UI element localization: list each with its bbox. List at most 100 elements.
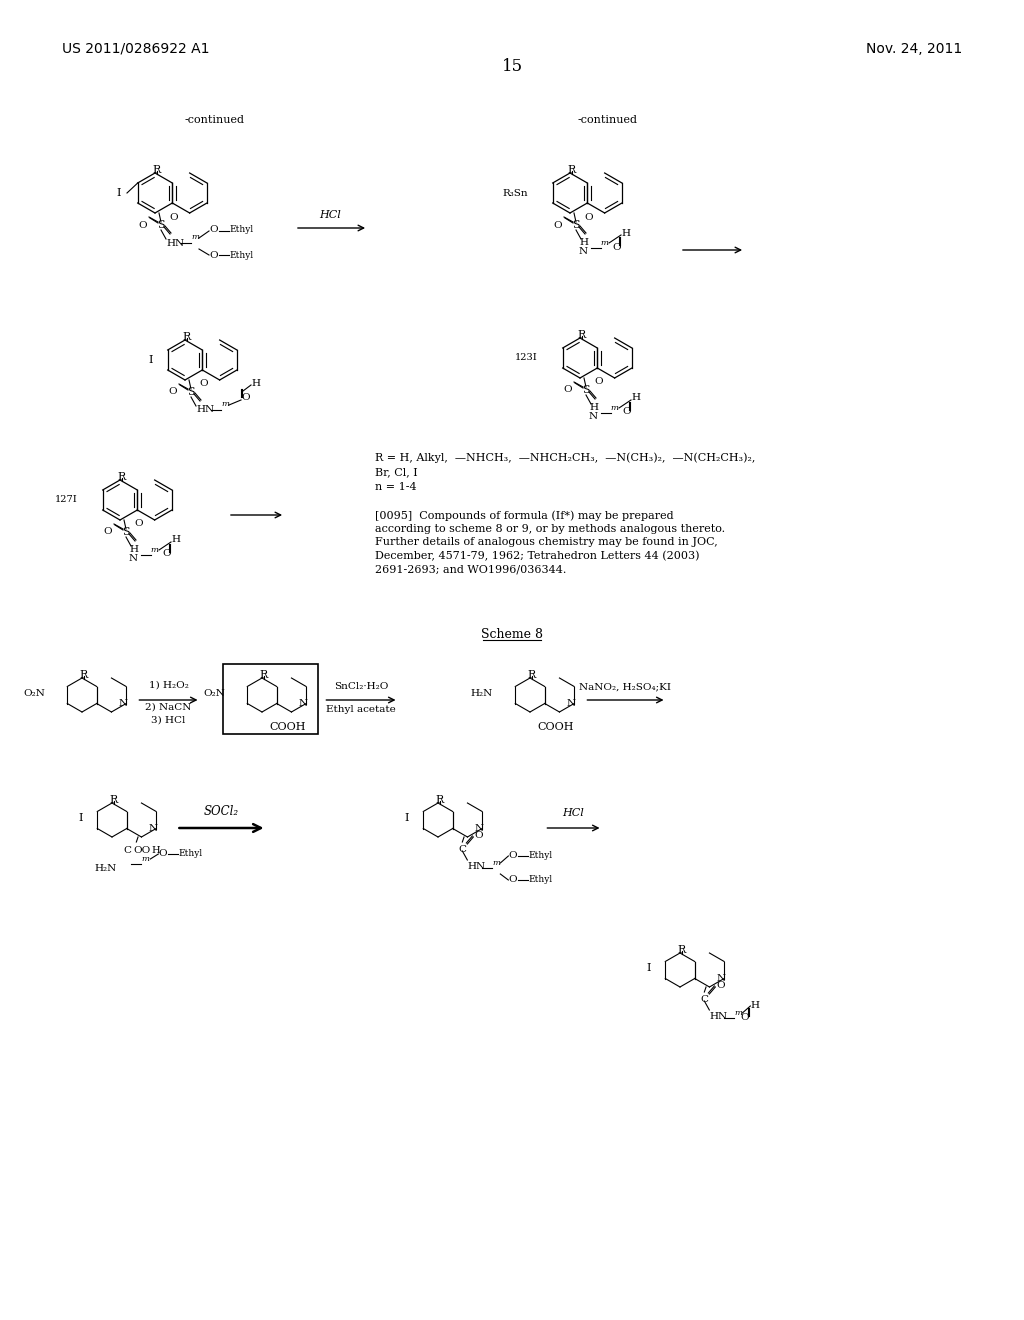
Text: O: O: [740, 1012, 749, 1022]
Text: December, 4571-79, 1962; Tetrahedron Letters 44 (2003): December, 4571-79, 1962; Tetrahedron Let…: [375, 550, 699, 561]
Text: R: R: [110, 795, 118, 805]
Text: N: N: [299, 700, 308, 708]
Text: O: O: [563, 385, 572, 395]
Text: I: I: [148, 355, 153, 366]
Text: O: O: [162, 549, 171, 558]
Text: Nov. 24, 2011: Nov. 24, 2011: [865, 42, 962, 55]
Text: -continued: -continued: [578, 115, 638, 125]
Text: Ethyl: Ethyl: [178, 849, 203, 858]
Text: R: R: [153, 165, 161, 176]
Text: O: O: [717, 981, 725, 990]
Text: H₂N: H₂N: [471, 689, 493, 697]
Text: N: N: [717, 974, 726, 983]
Text: O: O: [508, 851, 517, 861]
Text: Ethyl: Ethyl: [229, 226, 253, 235]
Text: O: O: [209, 251, 218, 260]
Text: N: N: [129, 554, 138, 564]
Text: Ethyl: Ethyl: [229, 251, 253, 260]
Text: N: N: [119, 700, 128, 708]
Text: m: m: [150, 546, 158, 554]
Text: R = H, Alkyl,  —NHCH₃,  —NHCH₂CH₃,  —N(CH₃)₂,  —N(CH₂CH₃)₂,: R = H, Alkyl, —NHCH₃, —NHCH₂CH₃, —N(CH₃)…: [375, 451, 756, 462]
Text: I: I: [646, 964, 651, 973]
Text: O: O: [594, 378, 603, 387]
Text: O: O: [584, 213, 593, 222]
Text: H: H: [621, 228, 630, 238]
Text: N: N: [475, 824, 484, 833]
Text: according to scheme 8 or 9, or by methods analogous thereto.: according to scheme 8 or 9, or by method…: [375, 524, 725, 533]
Text: O₂N: O₂N: [203, 689, 225, 697]
Text: HCl: HCl: [319, 210, 341, 220]
Text: Br, Cl, I: Br, Cl, I: [375, 467, 418, 477]
Text: O: O: [474, 830, 483, 840]
Text: O: O: [169, 213, 177, 222]
Text: I: I: [404, 813, 409, 822]
Text: H: H: [631, 393, 640, 403]
Text: HN: HN: [196, 405, 214, 414]
Text: H: H: [579, 238, 588, 247]
Text: C: C: [123, 846, 131, 855]
Text: H: H: [171, 536, 180, 544]
Text: Ethyl acetate: Ethyl acetate: [326, 705, 396, 714]
Text: SOCl₂: SOCl₂: [204, 805, 239, 818]
Text: O: O: [209, 226, 218, 235]
Text: R: R: [260, 671, 268, 680]
Text: SnCl₂·H₂O: SnCl₂·H₂O: [334, 682, 388, 690]
Text: COOH: COOH: [269, 722, 306, 733]
Text: R₃Sn: R₃Sn: [503, 189, 528, 198]
Text: C: C: [459, 845, 466, 854]
Text: Ethyl: Ethyl: [528, 850, 553, 859]
Text: H: H: [152, 846, 160, 855]
Text: m: m: [191, 234, 199, 242]
Bar: [223, 664, 318, 734]
Text: HN: HN: [166, 239, 184, 248]
Text: Further details of analogous chemistry may be found in JOC,: Further details of analogous chemistry m…: [375, 537, 718, 546]
Text: [0095]  Compounds of formula (If*) may be prepared: [0095] Compounds of formula (If*) may be…: [375, 510, 674, 520]
Text: 2) NaCN: 2) NaCN: [145, 704, 191, 711]
Text: O: O: [159, 850, 167, 858]
Text: R: R: [528, 671, 537, 680]
Text: 3) HCl: 3) HCl: [152, 715, 185, 725]
Text: H: H: [251, 380, 260, 388]
Text: R: R: [183, 333, 191, 342]
Text: O: O: [241, 393, 250, 403]
Text: S: S: [122, 527, 130, 537]
Text: NaNO₂, H₂SO₄;KI: NaNO₂, H₂SO₄;KI: [580, 682, 672, 690]
Text: 15: 15: [502, 58, 522, 75]
Text: HN: HN: [467, 862, 485, 871]
Text: O: O: [508, 875, 517, 884]
Text: m: m: [141, 855, 150, 863]
Text: O: O: [134, 520, 142, 528]
Text: H: H: [751, 1001, 760, 1010]
Text: 127I: 127I: [55, 495, 78, 504]
Text: N: N: [566, 700, 575, 708]
Text: Ethyl: Ethyl: [528, 874, 553, 883]
Text: -continued: -continued: [185, 115, 245, 125]
Text: S: S: [158, 220, 165, 230]
Text: OO: OO: [133, 846, 151, 855]
Text: H: H: [129, 545, 138, 554]
Text: m: m: [221, 400, 229, 408]
Text: R: R: [578, 330, 586, 341]
Text: HN: HN: [710, 1012, 727, 1020]
Text: m: m: [600, 239, 608, 247]
Text: HCl: HCl: [562, 808, 585, 818]
Text: Scheme 8: Scheme 8: [481, 628, 543, 642]
Text: S: S: [572, 220, 580, 230]
Text: R: R: [568, 165, 577, 176]
Text: US 2011/0286922 A1: US 2011/0286922 A1: [62, 42, 210, 55]
Text: O: O: [168, 388, 177, 396]
Text: O: O: [553, 220, 562, 230]
Text: R: R: [678, 945, 686, 954]
Text: I: I: [79, 813, 83, 822]
Text: C: C: [700, 995, 709, 1005]
Text: N: N: [148, 824, 158, 833]
Text: O: O: [103, 528, 112, 536]
Text: O: O: [138, 220, 147, 230]
Text: R: R: [118, 473, 126, 482]
Text: S: S: [583, 385, 590, 395]
Text: H: H: [589, 403, 598, 412]
Text: 2691-2693; and WO1996/036344.: 2691-2693; and WO1996/036344.: [375, 564, 566, 574]
Text: 1) H₂O₂: 1) H₂O₂: [148, 681, 188, 690]
Text: S: S: [187, 387, 195, 397]
Text: O: O: [622, 408, 631, 417]
